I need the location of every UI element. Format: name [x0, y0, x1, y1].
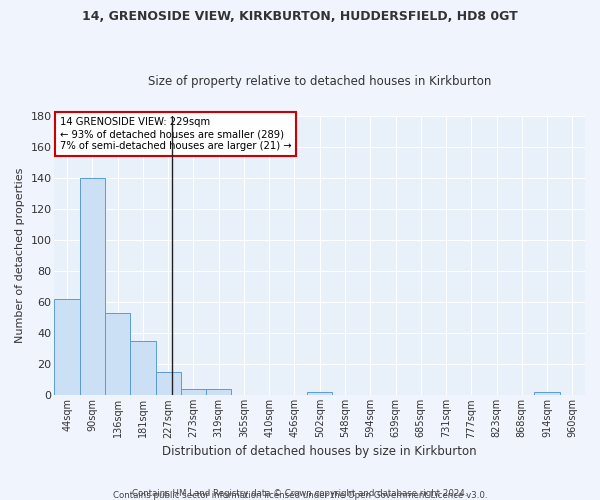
Bar — [55, 299, 80, 396]
Text: 14, GRENOSIDE VIEW, KIRKBURTON, HUDDERSFIELD, HD8 0GT: 14, GRENOSIDE VIEW, KIRKBURTON, HUDDERSF… — [82, 10, 518, 23]
Text: Contains public sector information licensed under the Open Government Licence v3: Contains public sector information licen… — [113, 491, 487, 500]
Bar — [535, 392, 560, 396]
Bar — [130, 341, 155, 396]
Text: 14 GRENOSIDE VIEW: 229sqm
← 93% of detached houses are smaller (289)
7% of semi-: 14 GRENOSIDE VIEW: 229sqm ← 93% of detac… — [60, 118, 292, 150]
Bar — [206, 389, 232, 396]
Bar — [80, 178, 105, 396]
Title: Size of property relative to detached houses in Kirkburton: Size of property relative to detached ho… — [148, 76, 491, 88]
Y-axis label: Number of detached properties: Number of detached properties — [15, 168, 25, 344]
Text: Contains HM Land Registry data © Crown copyright and database right 2024.: Contains HM Land Registry data © Crown c… — [132, 488, 468, 498]
Bar — [155, 372, 181, 396]
Bar — [307, 392, 332, 396]
Bar — [181, 389, 206, 396]
X-axis label: Distribution of detached houses by size in Kirkburton: Distribution of detached houses by size … — [163, 444, 477, 458]
Bar — [105, 313, 130, 396]
